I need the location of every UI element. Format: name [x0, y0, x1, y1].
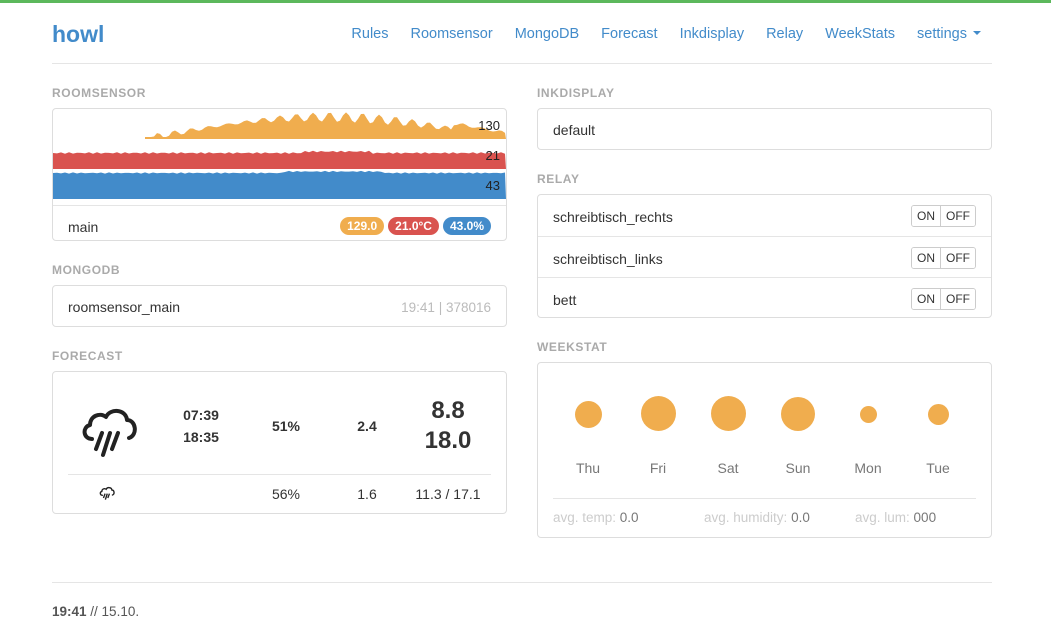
relay-switch: ON OFF [911, 205, 976, 227]
day-label-mon: Mon [854, 460, 882, 476]
roomsensor-badges: 129.0 21.0°C 43.0% [336, 217, 491, 235]
weekstat-panel: Thu Fri Sat Sun Mon Tue avg. temp: 0.0 a… [537, 362, 992, 538]
day-circle-tue [928, 404, 949, 425]
mongodb-title: MONGODB [52, 263, 121, 277]
lum-area-series [145, 112, 506, 139]
relay-panel: schreibtisch_rechts ON OFF schreibtisch_… [537, 194, 992, 318]
temp-area-series [53, 150, 506, 169]
roomsensor-panel: 130 21 43 main 129.0 21.0°C 43.0% [52, 108, 507, 241]
day-circle-fri [641, 396, 676, 431]
roomsensor-title: ROOMSENSOR [52, 86, 147, 100]
day-label-sat: Sat [717, 460, 739, 476]
hum-area-series [53, 170, 506, 199]
stat-avg-lum: avg. lum: 000 [855, 510, 936, 525]
relay-switch: ON OFF [911, 247, 976, 269]
brand-logo[interactable]: howl [52, 21, 105, 47]
relay-off-button[interactable]: OFF [941, 206, 975, 226]
day-circle-sat [711, 396, 746, 431]
top-accent-bar [0, 0, 1051, 3]
day-circle-mon [860, 406, 877, 423]
relay-row-schreibtisch-rechts: schreibtisch_rechts ON OFF [538, 195, 991, 236]
sunset-time: 18:35 [183, 429, 219, 445]
tomorrow-precip: 56% [271, 486, 301, 502]
main-nav: Rules Roomsensor MongoDB Forecast Inkdis… [329, 26, 981, 42]
nav-settings-dropdown[interactable]: settings [917, 26, 981, 42]
weekstat-divider [553, 498, 976, 499]
day-label-sun: Sun [785, 460, 811, 476]
footer: 19:41 // 15.10. [52, 604, 139, 619]
mongodb-meta: 19:41 | 378016 [401, 300, 491, 315]
inkdisplay-panel[interactable]: default [537, 108, 992, 150]
mongodb-collection: roomsensor_main [68, 299, 181, 315]
forecast-divider [68, 474, 491, 475]
day-label-thu: Thu [575, 460, 601, 476]
relay-label: schreibtisch_rechts [553, 209, 673, 225]
mongodb-panel: roomsensor_main 19:41 | 378016 [52, 285, 507, 327]
footer-time: 19:41 [52, 604, 87, 619]
precip-probability: 51% [271, 418, 301, 434]
relay-label: schreibtisch_links [553, 251, 663, 267]
nav-relay[interactable]: Relay [766, 26, 804, 42]
rain-cloud-icon [82, 409, 137, 457]
rain-cloud-small-icon [99, 486, 115, 500]
stat-avg-temp: avg. temp: 0.0 [553, 510, 639, 525]
stat-label: avg. temp: [553, 510, 617, 525]
day-circle-thu [575, 401, 602, 428]
roomsensor-footer: main 129.0 21.0°C 43.0% [53, 205, 506, 240]
stat-label: avg. lum: [855, 510, 910, 525]
relay-on-button[interactable]: ON [912, 289, 941, 309]
nav-settings-label: settings [917, 26, 967, 42]
nav-inkdisplay[interactable]: Inkdisplay [679, 26, 745, 42]
hum-value-label: 43 [485, 178, 500, 193]
stat-value: 000 [913, 510, 937, 525]
temp-max: 18.0 [424, 427, 472, 454]
relay-on-button[interactable]: ON [912, 248, 941, 268]
tomorrow-wind: 1.6 [357, 486, 377, 502]
roomsensor-name: main [68, 219, 99, 235]
sunrise-time: 07:39 [183, 407, 219, 423]
stat-label: avg. humidity: [704, 510, 788, 525]
footer-date: // 15.10. [90, 604, 140, 619]
day-label-fri: Fri [649, 460, 667, 476]
humidity-badge: 43.0% [442, 217, 491, 235]
forecast-title: FORECAST [52, 349, 123, 363]
temp-badge: 21.0°C [388, 217, 439, 235]
roomsensor-sparklines [53, 112, 506, 199]
caret-down-icon [973, 31, 981, 36]
lum-badge: 129.0 [340, 217, 385, 235]
nav-forecast[interactable]: Forecast [601, 26, 658, 42]
temp-min: 8.8 [431, 397, 465, 424]
relay-off-button[interactable]: OFF [941, 248, 975, 268]
relay-off-button[interactable]: OFF [941, 289, 975, 309]
relay-title: RELAY [537, 172, 580, 186]
relay-on-button[interactable]: ON [912, 206, 941, 226]
stat-value: 0.0 [619, 510, 639, 525]
relay-row-bett: bett ON OFF [538, 277, 991, 317]
nav-rules[interactable]: Rules [351, 26, 389, 42]
nav-weekstats[interactable]: WeekStats [825, 26, 896, 42]
inkdisplay-value: default [553, 122, 596, 138]
forecast-panel: 07:39 18:35 51% 2.4 8.8 18.0 56% 1.6 11.… [52, 371, 507, 514]
inkdisplay-title: INKDISPLAY [537, 86, 615, 100]
header-divider [52, 63, 992, 64]
nav-mongodb[interactable]: MongoDB [514, 26, 580, 42]
stat-avg-humidity: avg. humidity: 0.0 [704, 510, 810, 525]
weekstat-title: WEEKSTAT [537, 340, 608, 354]
day-circle-sun [781, 397, 815, 431]
relay-label: bett [553, 292, 577, 308]
nav-roomsensor[interactable]: Roomsensor [410, 26, 493, 42]
day-label-tue: Tue [926, 460, 950, 476]
stat-value: 0.0 [791, 510, 810, 525]
tomorrow-temp: 11.3 / 17.1 [415, 486, 481, 502]
footer-divider [52, 582, 992, 583]
lum-value-label: 130 [478, 118, 500, 133]
temp-value-label: 21 [485, 148, 500, 163]
wind-speed: 2.4 [357, 418, 377, 434]
relay-row-schreibtisch-links: schreibtisch_links ON OFF [538, 236, 991, 277]
relay-switch: ON OFF [911, 288, 976, 310]
